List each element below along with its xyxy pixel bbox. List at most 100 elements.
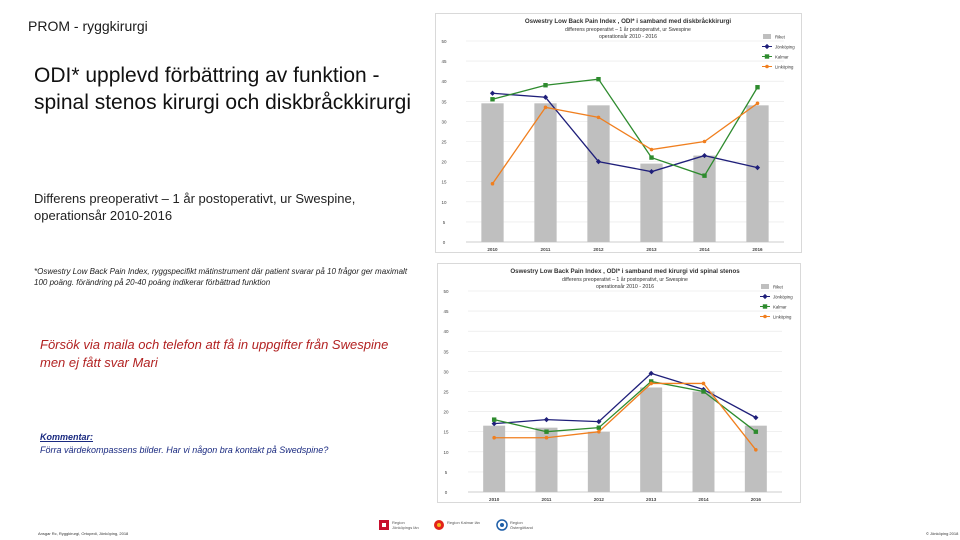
c2-xtick-label: 2014	[698, 497, 709, 502]
c1-ytick-label: 35	[441, 99, 447, 104]
c1-xtick-label: 2014	[699, 247, 710, 252]
contact-note: Försök via maila och telefon att få in u…	[40, 337, 389, 370]
c1-subtitle-2: operationsår 2010 - 2016	[599, 33, 657, 40]
c1-point-Kalmar-2011	[543, 83, 548, 88]
c2-ytick-label: 50	[443, 289, 449, 294]
c2-point-Kalmar-2010	[491, 417, 497, 422]
c2-bar-2013	[640, 387, 663, 492]
c2-legend-marker-Jönköping	[762, 293, 768, 300]
c1-bar-2012	[587, 105, 610, 242]
c1-line-Jönköping	[492, 92, 758, 173]
c2-ytick-label: 20	[443, 410, 449, 415]
c2-ytick-label: 30	[443, 369, 449, 374]
c1-line-Linköping	[491, 102, 758, 185]
c1-legend-label-Linköping: Linköping	[775, 65, 794, 70]
c2-legend-label-Jönköping: Jönköping	[773, 295, 793, 300]
c2-point-Kalmar-2014	[701, 389, 706, 394]
c2-ytick-label: 15	[443, 430, 449, 435]
c2-ytick-label: 45	[443, 309, 449, 314]
c1-xtick-label: 2016	[752, 247, 763, 252]
c2-point-Linköping-2014	[701, 381, 706, 386]
c1-point-Kalmar-2013	[649, 155, 654, 160]
chart-spinal-stenos-svg: Oswestry Low Back Pain Index , ODI* i sa…	[443, 268, 793, 502]
c1-point-Linköping-2016	[755, 101, 760, 106]
c2-legend-marker-Kalmar	[762, 304, 768, 309]
c2-bar-2010	[483, 425, 506, 492]
c2-ytick-label: 40	[443, 329, 449, 334]
c2-legend-marker-Linköping	[763, 314, 767, 319]
c1-bar-2016	[746, 105, 769, 242]
c2-point-Linköping-2010	[492, 435, 496, 440]
c2-point-Jönköping-2011	[543, 417, 550, 423]
c1-legend-swatch-Riket	[763, 34, 771, 39]
comment-text: Förra värdekompassens bilder. Har vi någ…	[40, 445, 329, 455]
c1-title: Oswestry Low Back Pain Index , ODI* i sa…	[525, 18, 732, 25]
c1-point-Jönköping-2012	[595, 159, 602, 165]
c2-ytick-label: 5	[445, 470, 448, 475]
c1-ytick-label: 45	[441, 59, 447, 64]
c1-subtitle-1: differens preoperativt – 1 år postoperat…	[565, 26, 691, 33]
c1-point-Jönköping-2011	[542, 94, 549, 100]
chart-diskbrack-svg: Oswestry Low Back Pain Index , ODI* i sa…	[441, 18, 795, 252]
c1-legend-marker-Linköping	[765, 64, 769, 69]
c1-point-Linköping-2010	[490, 181, 495, 186]
c2-ytick-label: 0	[445, 490, 448, 495]
c1-point-Linköping-2014	[702, 139, 707, 144]
c1-point-Jönköping-2010	[489, 90, 496, 96]
c2-point-Linköping-2016	[754, 447, 758, 452]
c1-ytick-label: 30	[441, 119, 447, 124]
c2-line-Kalmar	[494, 380, 757, 433]
c2-subtitle-1: differens preoperativt – 1 år postoperat…	[562, 276, 688, 283]
c2-point-Kalmar-2012	[596, 425, 602, 430]
c1-legend-marker-Jönköping	[764, 43, 770, 50]
region-jonkoping-icon	[379, 520, 389, 530]
comment-label: Kommentar:	[40, 432, 94, 442]
footer-logos: Region Jönköpings län Region Kalmar län …	[378, 516, 568, 536]
c2-legend-label-Kalmar: Kalmar	[773, 305, 787, 310]
c1-ytick-label: 25	[441, 140, 447, 145]
c1-point-Linköping-2013	[649, 147, 654, 152]
slide-header-title: PROM - ryggkirurgi	[28, 18, 148, 34]
c2-point-Linköping-2011	[544, 435, 549, 440]
c2-xtick-label: 2013	[646, 497, 657, 502]
c1-bar-2010	[481, 103, 504, 242]
c2-ytick-label: 25	[443, 390, 449, 395]
slide-subtitle: Differens preoperativt – 1 år postoperat…	[34, 191, 356, 223]
c2-point-Kalmar-2011	[544, 429, 549, 434]
c1-legend-label-Riket: Riket	[775, 35, 786, 40]
c2-legend-label-Linköping: Linköping	[773, 315, 792, 320]
c2-point-Kalmar-2016	[753, 429, 759, 434]
c1-ytick-label: 15	[441, 180, 447, 185]
c1-line-Kalmar	[492, 78, 759, 177]
c1-point-Kalmar-2010	[490, 97, 495, 102]
c1-bar-2011	[534, 103, 557, 242]
c1-point-Jönköping-2013	[648, 169, 655, 175]
c2-title: Oswestry Low Back Pain Index , ODI* i sa…	[510, 268, 740, 275]
footer-right-text: © Jönköping 2018	[926, 531, 959, 536]
c1-ytick-label: 10	[441, 200, 447, 205]
c2-point-Kalmar-2013	[648, 379, 654, 384]
c1-point-Linköping-2011	[543, 105, 548, 110]
chart-spinal-stenos: Oswestry Low Back Pain Index , ODI* i sa…	[437, 263, 801, 503]
c1-ytick-label: 5	[443, 220, 446, 225]
region-kalmar-icon	[434, 520, 444, 530]
c2-xtick-label: 2016	[751, 497, 762, 502]
c1-xtick-label: 2011	[541, 247, 551, 252]
c1-ytick-label: 40	[441, 79, 447, 84]
c2-line-Linköping	[494, 382, 757, 451]
c2-point-Linköping-2013	[649, 381, 653, 386]
slide-main-title: ODI* upplevd förbättring av funktion - s…	[34, 64, 411, 114]
c2-legend-label-Riket: Riket	[773, 285, 784, 290]
c1-xtick-label: 2012	[593, 247, 604, 252]
c2-bar-2014	[692, 391, 715, 492]
c2-bar-2012	[587, 431, 610, 492]
c1-bar-2014	[693, 155, 716, 242]
c1-point-Kalmar-2014	[702, 173, 707, 178]
c2-legend-swatch-Riket	[761, 284, 769, 289]
c2-xtick-label: 2012	[594, 497, 605, 502]
c1-xtick-label: 2013	[646, 247, 657, 252]
c2-point-Linköping-2012	[597, 429, 601, 434]
c1-xtick-label: 2010	[487, 247, 498, 252]
c2-bar-2016	[744, 425, 767, 492]
c2-ytick-label: 10	[443, 450, 449, 455]
